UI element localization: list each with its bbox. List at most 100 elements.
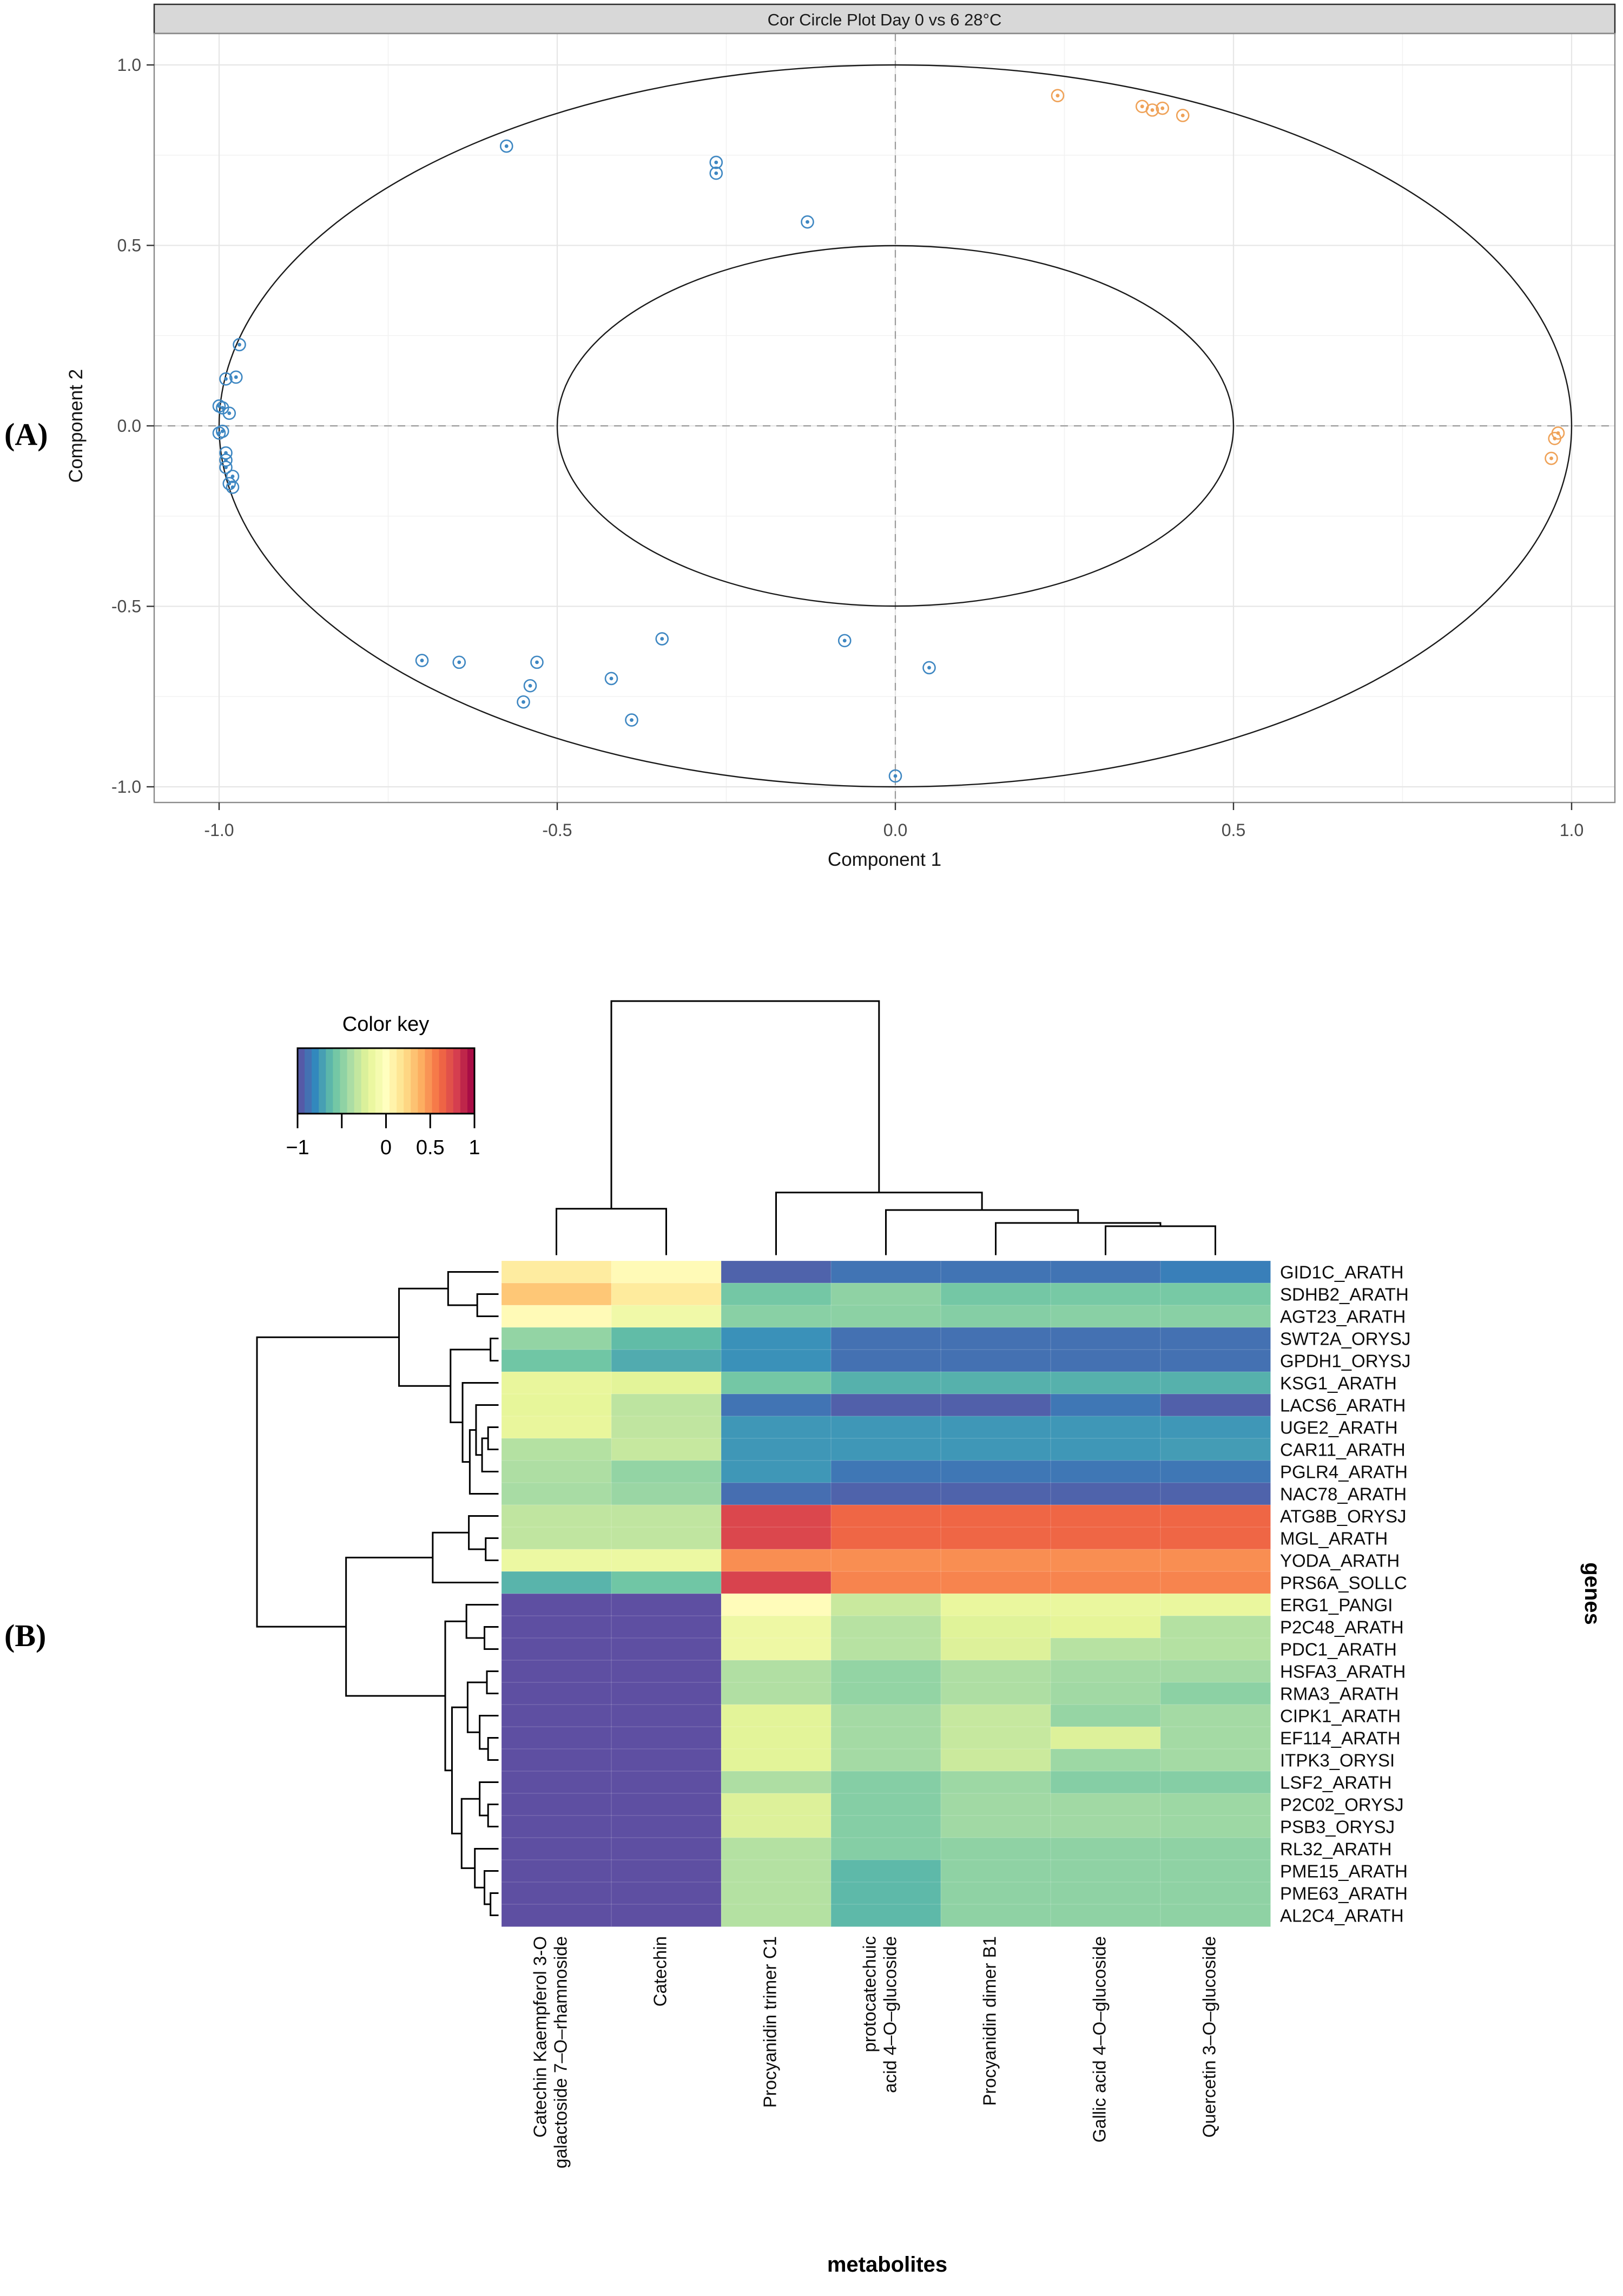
heatmap-cell [1050,1859,1162,1883]
gene-label: P2C48_ARATH [1280,1617,1404,1637]
color-key-tick-label: 0.5 [416,1136,445,1159]
heatmap-cell [501,1438,612,1462]
heatmap-cell [611,1837,722,1861]
heatmap-cell [501,1349,612,1373]
heatmap-cell [721,1859,832,1883]
color-key-tick-label: 1 [469,1136,480,1159]
scatter-point-dot [535,660,539,665]
scatter-point-dot [217,431,221,435]
scatter-point-dot [893,774,898,778]
heatmap-cell [501,1904,612,1927]
heatmap-cell [1160,1282,1271,1306]
color-key-slice [418,1048,426,1114]
heatmap-cell [830,1793,942,1817]
heatmap-cell [830,1349,942,1373]
color-key-slice [432,1048,440,1114]
heatmap-cell [940,1593,1052,1617]
gene-label: GID1C_ARATH [1280,1262,1404,1282]
heatmap-cell [501,1593,612,1617]
heatmap-cell [721,1460,832,1484]
gene-label: GPDH1_ORYSJ [1280,1351,1410,1371]
heatmap-cell [1050,1771,1162,1794]
gene-label: ITPK3_ORYSI [1280,1751,1395,1771]
heatmap-cell [940,1748,1052,1772]
heatmap-cell [501,1305,612,1328]
heatmap-cell [830,1504,942,1528]
heatmap-cell [830,1637,942,1661]
scatter-point-ring [922,661,936,675]
metabolite-label: Procyanidin trimer C1 [760,1936,780,2108]
heatmap-cell [1050,1593,1162,1617]
gene-label: MGL_ARATH [1280,1529,1388,1549]
scatter-point-ring [219,372,233,386]
scatter-point-dot [714,171,718,175]
heatmap-cell [1160,1704,1271,1728]
scatter-point-ring [226,481,240,494]
heatmap-cell [1160,1416,1271,1439]
heatmap-cell [1050,1704,1162,1728]
heatmap-cell [501,1748,612,1772]
gene-label: CIPK1_ARATH [1280,1706,1401,1726]
heatmap-cell [501,1371,612,1395]
heatmap-cell [830,1527,942,1550]
scatter-point-dot [522,700,525,704]
heatmap-cell [1160,1904,1271,1927]
x-tick-label: 0.5 [1222,820,1245,840]
heatmap-cell [611,1371,722,1395]
heatmap-cell [830,1393,942,1417]
scatter-point-ring [215,424,229,438]
scatter-point-dot [1150,108,1154,112]
heatmap-cell [1160,1527,1271,1550]
heatmap-cell [721,1438,832,1462]
genes-axis-title: genes [1580,1562,1604,1625]
heatmap-cell [830,1859,942,1883]
heatmap-cell [611,1815,722,1839]
color-key-slice [453,1048,461,1114]
heatmap-cell [1050,1527,1162,1550]
scatter-point-dot [1180,113,1185,117]
color-key-slice [375,1048,383,1114]
gene-label: UGE2_ARATH [1280,1418,1398,1438]
heatmap-cell [940,1371,1052,1395]
heatmap-cell [611,1482,722,1506]
heatmap-cell [1160,1637,1271,1661]
y-tick-label: 1.0 [117,55,141,75]
scatter-point-dot [927,666,931,670]
heatmap-cell [1160,1881,1271,1905]
gene-label: SDHB2_ARATH [1280,1285,1409,1305]
plot-area-border [153,32,1616,804]
heatmap-cell [940,1704,1052,1728]
heatmap-cell [611,1282,722,1306]
scatter-point-ring [1156,101,1170,115]
gene-label: KSG1_ARATH [1280,1373,1397,1393]
heatmap-cell [611,1615,722,1639]
heatmap-cell [940,1416,1052,1439]
heatmap-cell [501,1859,612,1883]
heatmap-cell [721,1837,832,1861]
heatmap-cell [1160,1393,1271,1417]
heatmap-cell [721,1881,832,1905]
heatmap-cell [1160,1748,1271,1772]
x-tick-label: 1.0 [1560,820,1584,840]
scatter-point-dot [220,406,225,410]
heatmap-cell [830,1726,942,1750]
y-tick-label: 0.5 [117,236,141,255]
heatmap-cell [501,1393,612,1417]
scatter-point-dot [630,718,634,722]
metabolite-label: Catechin Kaempferol 3-O [530,1936,550,2137]
color-key-slice [354,1048,362,1114]
heatmap-cell [1050,1815,1162,1839]
heatmap-cell [501,1549,612,1573]
heatmap-cell [940,1527,1052,1550]
heatmap-cell [830,1771,942,1794]
heatmap-cell [611,1748,722,1772]
scatter-point-ring [233,338,246,352]
gene-label: PDC1_ARATH [1280,1640,1397,1660]
metabolites-axis-title: metabolites [827,2253,947,2277]
heatmap-cell [501,1416,612,1439]
heatmap-cell [1050,1549,1162,1573]
gene-label: LSF2_ARATH [1280,1773,1392,1793]
heatmap-cell [721,1904,832,1927]
x-tick-label: -0.5 [542,820,572,840]
color-key-slice [340,1048,348,1114]
